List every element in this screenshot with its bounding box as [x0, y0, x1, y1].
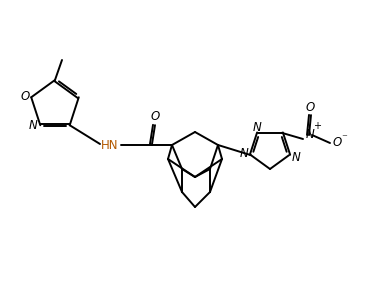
Text: O: O	[332, 135, 341, 148]
Text: ⁻: ⁻	[341, 133, 347, 143]
Text: N: N	[240, 147, 249, 160]
Text: N: N	[253, 121, 262, 134]
Text: HN: HN	[101, 139, 119, 152]
Text: O: O	[20, 90, 30, 103]
Text: N: N	[292, 151, 300, 164]
Text: O: O	[305, 100, 315, 113]
Text: N: N	[29, 119, 38, 132]
Text: N: N	[306, 127, 314, 141]
Text: O: O	[150, 110, 160, 123]
Text: +: +	[313, 121, 321, 131]
